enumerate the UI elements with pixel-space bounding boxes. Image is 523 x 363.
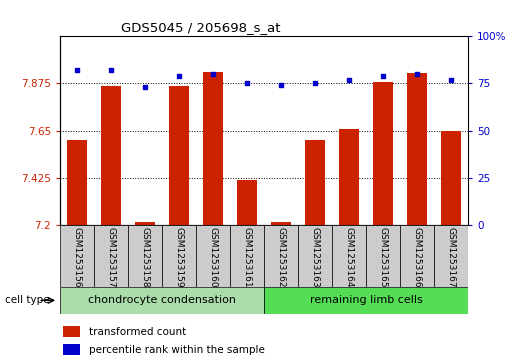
Text: GSM1253162: GSM1253162 [277, 227, 286, 287]
Bar [339, 129, 359, 225]
Bar [60, 287, 264, 314]
Point [447, 77, 456, 83]
Bar [128, 225, 162, 287]
Text: transformed count: transformed count [89, 327, 186, 337]
Point [379, 73, 388, 79]
Text: GDS5045 / 205698_s_at: GDS5045 / 205698_s_at [121, 21, 281, 34]
Point [243, 81, 252, 86]
Point [209, 71, 218, 77]
Text: cell type: cell type [5, 295, 50, 305]
Bar [60, 225, 94, 287]
Point [107, 68, 116, 73]
Bar [67, 140, 87, 225]
Point [175, 73, 184, 79]
Text: GSM1253164: GSM1253164 [345, 227, 354, 287]
Text: GSM1253157: GSM1253157 [107, 227, 116, 287]
Point [277, 82, 286, 88]
Bar [63, 344, 80, 355]
Text: GSM1253163: GSM1253163 [311, 227, 320, 287]
Bar [135, 222, 155, 225]
Text: GSM1253158: GSM1253158 [141, 227, 150, 287]
Bar [162, 225, 196, 287]
Bar [196, 225, 230, 287]
Text: percentile rank within the sample: percentile rank within the sample [89, 345, 265, 355]
Point [413, 71, 422, 77]
Point [311, 81, 320, 86]
Text: GSM1253167: GSM1253167 [447, 227, 456, 287]
Bar [305, 140, 325, 225]
Point [73, 68, 82, 73]
Text: GSM1253165: GSM1253165 [379, 227, 388, 287]
Bar [434, 225, 468, 287]
Bar [441, 131, 461, 225]
Bar [366, 225, 400, 287]
Bar [298, 225, 332, 287]
Bar [101, 86, 121, 225]
Bar [63, 326, 80, 338]
Text: GSM1253156: GSM1253156 [73, 227, 82, 287]
Point [141, 84, 150, 90]
Text: GSM1253159: GSM1253159 [175, 227, 184, 287]
Bar [203, 72, 223, 225]
Bar [332, 225, 366, 287]
Bar [264, 225, 298, 287]
Bar [230, 225, 264, 287]
Text: GSM1253161: GSM1253161 [243, 227, 252, 287]
Text: GSM1253166: GSM1253166 [413, 227, 422, 287]
Bar [169, 86, 189, 225]
Bar [94, 225, 128, 287]
Text: GSM1253160: GSM1253160 [209, 227, 218, 287]
Bar [407, 73, 427, 225]
Text: chondrocyte condensation: chondrocyte condensation [88, 295, 236, 305]
Bar [400, 225, 434, 287]
Point [345, 77, 354, 83]
Bar [264, 287, 468, 314]
Bar [237, 180, 257, 225]
Bar [373, 82, 393, 225]
Text: remaining limb cells: remaining limb cells [310, 295, 423, 305]
Bar [271, 222, 291, 225]
